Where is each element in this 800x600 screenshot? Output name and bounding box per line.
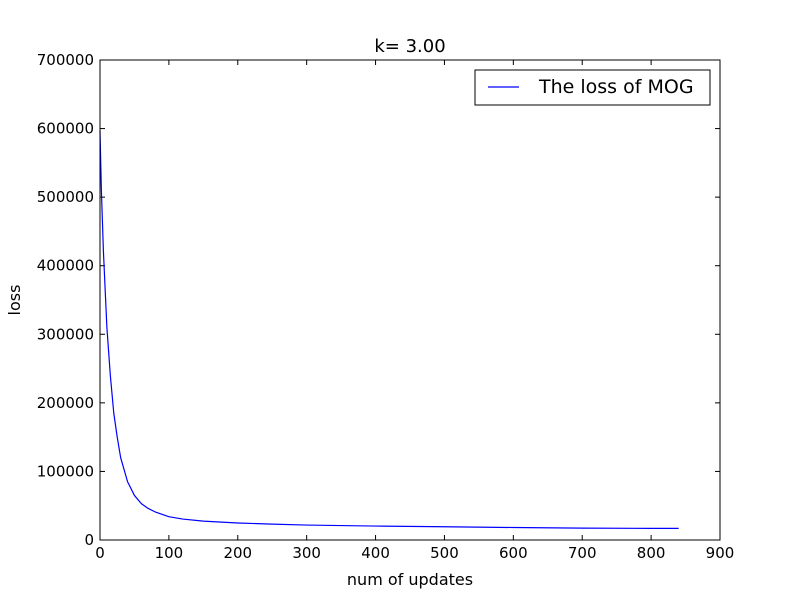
ticks-layer: 0 100 200 300 400 500 600 700 800 900 0 100000 20000… (37, 51, 735, 562)
y-tick-label: 300000 (37, 325, 94, 343)
y-axis-label: loss (5, 285, 24, 316)
y-tick-label: 400000 (37, 257, 94, 275)
chart-title: k= 3.00 (374, 36, 445, 57)
y-tick-label: 0 (84, 531, 94, 549)
x-tick-label: 700 (568, 544, 597, 562)
y-tick-label: 700000 (37, 51, 94, 69)
series-layer (99, 130, 679, 530)
legend-label: The loss of MOG (538, 76, 694, 98)
x-tick-label: 500 (430, 544, 459, 562)
x-tick-label: 0 (95, 544, 105, 562)
x-tick-label: 300 (292, 544, 321, 562)
legend: The loss of MOG (474, 69, 711, 106)
series-line-loss-of-mog (99, 130, 679, 530)
y-tick-label: 100000 (37, 462, 94, 480)
x-tick-label: 200 (223, 544, 252, 562)
x-axis-label: num of updates (347, 570, 473, 589)
y-tick-label: 600000 (37, 120, 94, 138)
x-tick-label: 800 (637, 544, 666, 562)
y-tick-label: 500000 (37, 188, 94, 206)
plot-frame (99, 59, 721, 541)
x-tick-label: 600 (499, 544, 528, 562)
y-tick-label: 200000 (37, 394, 94, 412)
x-tick-label: 400 (361, 544, 390, 562)
x-tick-label: 100 (155, 544, 184, 562)
x-tick-label: 900 (706, 544, 735, 562)
